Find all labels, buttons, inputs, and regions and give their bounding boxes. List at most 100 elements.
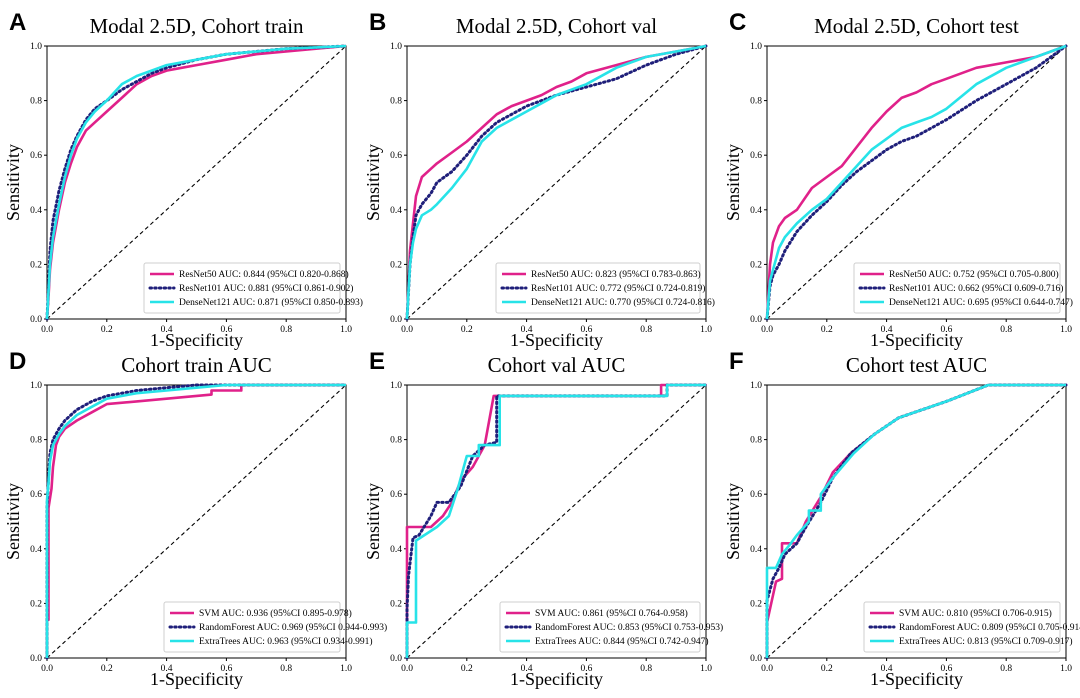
- x-tick-label: 0.8: [1000, 325, 1012, 335]
- x-tick-label: 0.8: [280, 664, 292, 674]
- x-tick-label: 0.2: [821, 325, 833, 335]
- chance-diagonal: [406, 45, 707, 320]
- legend: ResNet50 AUC: 0.752 (95%CI 0.705-0.800) R…: [853, 262, 1073, 314]
- y-tick-label: 0.2: [390, 599, 402, 609]
- legend-entry-label: ExtraTrees AUC: 0.813 (95%CI 0.709-0.917…: [899, 636, 1073, 647]
- y-axis-label: Sensitivity: [363, 483, 383, 560]
- panel-letter: D: [9, 348, 26, 375]
- x-tick-label: 1.0: [700, 325, 712, 335]
- legend-entry-label: ResNet101 AUC: 0.662 (95%CI 0.609-0.716): [889, 283, 1063, 294]
- y-tick-label: 0.6: [390, 151, 402, 161]
- legend-entry-label: SVM AUC: 0.936 (95%CI 0.895-0.978): [199, 608, 352, 619]
- y-tick-label: 1.0: [390, 381, 402, 391]
- roc-curve-series-3: [45, 44, 347, 320]
- legend-entry-label: DenseNet121 AUC: 0.871 (95%CI 0.850-0.89…: [179, 297, 363, 308]
- legend-entry-label: ResNet50 AUC: 0.844 (95%CI 0.820-0.868): [179, 269, 349, 280]
- chance-diagonal: [766, 45, 1067, 320]
- x-tick-label: 0.6: [580, 664, 592, 674]
- y-tick-label: 1.0: [750, 381, 762, 391]
- y-axis-label: Sensitivity: [723, 144, 743, 221]
- roc-curve-series-1: [45, 383, 346, 658]
- x-tick-label: 0.6: [220, 325, 232, 335]
- y-tick-label: 0.0: [390, 315, 402, 325]
- x-tick-label: 0.4: [881, 664, 893, 674]
- roc-curve-series-3: [765, 44, 1067, 320]
- roc-curve-series-3: [405, 383, 706, 658]
- x-axis-label: 1-Specificity: [870, 669, 963, 689]
- legend-box: [495, 262, 701, 314]
- y-tick-label: 0.8: [750, 97, 762, 107]
- roc-curve-series-1: [405, 44, 707, 320]
- roc-curve-series-2: [765, 44, 1068, 321]
- y-axis-label: Sensitivity: [723, 483, 743, 560]
- x-tick-label: 0.8: [1000, 664, 1012, 674]
- legend-box: [163, 601, 341, 653]
- x-tick-label: 0.6: [940, 664, 952, 674]
- panel-d: D Cohort train AUC 0.0 0.2 0.4 0.6 0.8 1.0 0.0 0.…: [3, 348, 387, 689]
- x-tick-label: 0.4: [521, 325, 533, 335]
- x-tick-label: 1.0: [340, 664, 352, 674]
- x-tick-label: 0.2: [461, 664, 473, 674]
- y-tick-label: 1.0: [390, 42, 402, 52]
- axes-frame: [46, 45, 347, 320]
- legend: SVM AUC: 0.810 (95%CI 0.706-0.915) Random…: [863, 601, 1080, 653]
- chance-diagonal: [46, 45, 347, 320]
- panel-e: E Cohort val AUC 0.0 0.2 0.4 0.6 0.8 1.0 0.0 0.2 0…: [363, 348, 723, 689]
- roc-curve-series-3: [765, 383, 1066, 658]
- legend-entry-label: ExtraTrees AUC: 0.844 (95%CI 0.742-0.947…: [535, 636, 709, 647]
- x-tick-label: 0.6: [580, 325, 592, 335]
- panel-title: Modal 2.5D, Cohort train: [89, 14, 304, 38]
- legend-entry-label: RandomForest AUC: 0.809 (95%CI 0.705-0.9…: [899, 622, 1080, 633]
- legend: ResNet50 AUC: 0.844 (95%CI 0.820-0.868) R…: [143, 262, 363, 314]
- panel-title: Cohort val AUC: [488, 353, 626, 377]
- x-tick-label: 0.0: [41, 325, 53, 335]
- panel-a: A Modal 2.5D, Cohort train 0.0 0.2 0.4 0.6 0.8…: [3, 9, 363, 350]
- x-tick-label: 0.4: [521, 664, 533, 674]
- x-axis-label: 1-Specificity: [150, 669, 243, 689]
- legend-entry-label: RandomForest AUC: 0.969 (95%CI 0.944-0.9…: [199, 622, 387, 633]
- legend-entry-label: DenseNet121 AUC: 0.695 (95%CI 0.644-0.74…: [889, 297, 1073, 308]
- x-axis-label: 1-Specificity: [510, 669, 603, 689]
- x-tick-label: 0.6: [220, 664, 232, 674]
- y-tick-label: 0.4: [750, 206, 762, 216]
- x-tick-label: 1.0: [700, 664, 712, 674]
- y-tick-label: 0.0: [30, 315, 42, 325]
- x-tick-label: 0.8: [640, 325, 652, 335]
- y-axis-label: Sensitivity: [3, 144, 23, 221]
- y-axis-label: Sensitivity: [3, 483, 23, 560]
- y-tick-label: 0.6: [30, 490, 42, 500]
- panel-title: Modal 2.5D, Cohort test: [814, 14, 1019, 38]
- legend-entry-label: SVM AUC: 0.810 (95%CI 0.706-0.915): [899, 608, 1052, 619]
- axes-frame: [406, 45, 707, 320]
- panel-title: Cohort train AUC: [121, 353, 272, 377]
- x-tick-label: 0.2: [101, 664, 113, 674]
- panel-title: Cohort test AUC: [846, 353, 987, 377]
- axes-frame: [766, 45, 1067, 320]
- x-tick-label: 0.4: [161, 664, 173, 674]
- chance-diagonal: [766, 384, 1067, 659]
- x-tick-label: 0.8: [640, 664, 652, 674]
- y-tick-label: 0.6: [750, 490, 762, 500]
- axes-frame: [766, 384, 1067, 659]
- legend-entry-label: RandomForest AUC: 0.853 (95%CI 0.753-0.9…: [535, 622, 723, 633]
- x-tick-label: 0.2: [101, 325, 113, 335]
- x-tick-label: 0.0: [761, 325, 773, 335]
- y-tick-label: 0.4: [30, 545, 42, 555]
- legend-box: [853, 262, 1061, 314]
- legend-box: [863, 601, 1061, 653]
- x-tick-label: 0.0: [41, 664, 53, 674]
- y-tick-label: 0.2: [30, 260, 42, 270]
- panels-layer: A Modal 2.5D, Cohort train 0.0 0.2 0.4 0.6 0.8…: [3, 9, 1080, 689]
- legend: SVM AUC: 0.861 (95%CI 0.764-0.958) Random…: [499, 601, 723, 653]
- legend-entry-label: ResNet50 AUC: 0.752 (95%CI 0.705-0.800): [889, 269, 1059, 280]
- y-tick-label: 0.2: [750, 599, 762, 609]
- y-tick-label: 0.0: [390, 654, 402, 664]
- y-tick-label: 0.6: [30, 151, 42, 161]
- y-tick-label: 0.6: [390, 490, 402, 500]
- x-tick-label: 1.0: [340, 325, 352, 335]
- roc-curve-series-3: [405, 44, 707, 320]
- legend-entry-label: SVM AUC: 0.861 (95%CI 0.764-0.958): [535, 608, 688, 619]
- x-tick-label: 0.4: [161, 325, 173, 335]
- y-axis-label: Sensitivity: [363, 144, 383, 221]
- x-tick-label: 0.8: [280, 325, 292, 335]
